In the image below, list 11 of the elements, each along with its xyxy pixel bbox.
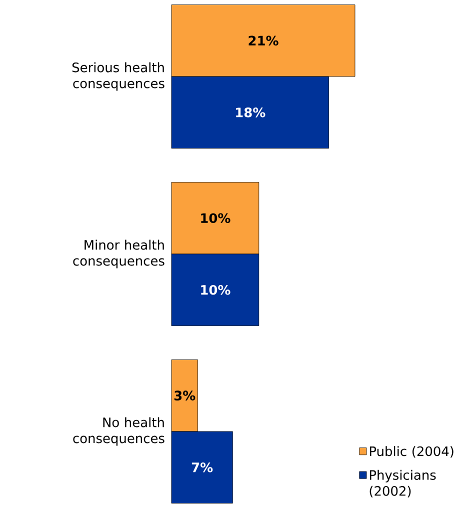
- y-tick-label: Minor health consequences: [73, 240, 165, 268]
- data-label: 3%: [174, 390, 196, 400]
- y-tick-label: No health consequences: [73, 417, 165, 446]
- legend-label: Public (2004): [370, 446, 454, 458]
- data-label: 10%: [201, 285, 230, 295]
- data-label: 18%: [236, 108, 266, 118]
- legend-label: Physicians (2002): [370, 470, 436, 498]
- y-tick-label: Serious health consequences: [72, 62, 165, 91]
- data-label: 21%: [248, 36, 279, 46]
- data-label: 10%: [201, 213, 230, 224]
- data-label: 7%: [192, 462, 213, 472]
